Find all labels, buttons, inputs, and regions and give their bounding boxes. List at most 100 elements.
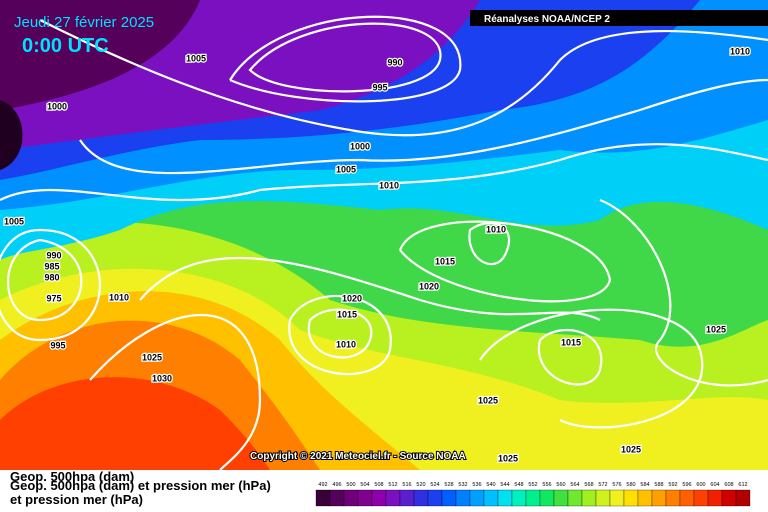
colorbar-label: 500	[346, 482, 355, 488]
colorbar-label: 612	[738, 482, 747, 488]
colorbar-swatch	[511, 489, 527, 507]
colorbar-label: 568	[584, 482, 593, 488]
legend-full: Geop. 500hpa (dam) et pression mer (hPa)	[10, 478, 271, 493]
colorbar-label: 540	[486, 482, 495, 488]
colorbar-label: 584	[640, 482, 649, 488]
colorbar-swatch	[553, 489, 569, 507]
source-banner	[470, 10, 768, 26]
colorbar-label: 580	[626, 482, 635, 488]
colorbar-label: 496	[332, 482, 341, 488]
colorbar-label: 536	[472, 482, 481, 488]
colorbar-swatch	[707, 489, 723, 507]
isobar-label: 1025	[142, 352, 162, 362]
colorbar-label: 552	[528, 482, 537, 488]
colorbar-label: 600	[696, 482, 705, 488]
field-band	[0, 377, 270, 470]
colorbar-label: 524	[430, 482, 439, 488]
time-text: 0:00 UTC	[22, 35, 109, 57]
colorbar-swatch	[679, 489, 695, 507]
isobar-label: 1005	[4, 216, 24, 226]
colorbar-swatch	[651, 489, 667, 507]
colorbar-label: 508	[374, 482, 383, 488]
colorbar-swatch	[595, 489, 611, 507]
isobar-label: 995	[372, 82, 387, 92]
field-band	[330, 0, 450, 45]
colorbar-swatch	[609, 489, 625, 507]
isobar-label: 990	[387, 57, 402, 67]
colorbar-swatch	[371, 489, 387, 507]
isobars	[0, 15, 768, 471]
colorbar-label: 556	[542, 482, 551, 488]
colorbar-label: 596	[682, 482, 691, 488]
colorbar-swatch	[441, 489, 457, 507]
isobar-label: 1025	[621, 444, 641, 454]
colorbar-swatch	[735, 489, 751, 507]
colorbar-label: 528	[444, 482, 453, 488]
isobar-label: 1005	[336, 164, 356, 174]
field-band	[0, 100, 23, 170]
colorbar-label: 492	[318, 482, 327, 488]
isobar-label: 1000	[350, 141, 370, 151]
colorbar-swatch	[357, 489, 373, 507]
colorbar-swatch	[665, 489, 681, 507]
colorbar-label: 588	[654, 482, 663, 488]
legend-title: Geop. 500hpa (dam)	[10, 469, 134, 484]
isobar-label: 1025	[706, 324, 726, 334]
isobar-label: 990	[46, 250, 61, 260]
colorbar-label: 512	[388, 482, 397, 488]
colorbar-label: 544	[500, 482, 509, 488]
colorbar-swatch	[525, 489, 541, 507]
colorbar-swatch	[623, 489, 639, 507]
colorbar-swatch	[385, 489, 401, 507]
isobar-label: 980	[44, 272, 59, 282]
colorbar-swatch	[315, 489, 331, 507]
date-text: Jeudi 27 février 2025	[14, 14, 154, 31]
colorbar-label: 576	[612, 482, 621, 488]
copyright: Copyright © 2021 Meteociel.fr - Source N…	[250, 451, 466, 462]
colorbar-label: 604	[710, 482, 719, 488]
colorbar-swatch	[497, 489, 513, 507]
colorbar-swatch	[469, 489, 485, 507]
isobar-labels: 1005 990995100010001005101010101005990985…	[3, 45, 752, 465]
legend-line2: et pression mer (hPa)	[10, 492, 143, 507]
colorbar-label: 572	[598, 482, 607, 488]
isobar-label: 995	[50, 340, 65, 350]
colorbar-swatch	[343, 489, 359, 507]
isobar-label: 1025	[498, 453, 518, 463]
colorbar-label: 532	[458, 482, 467, 488]
colorbar: 492 496 500 504 508 512 516 520 524 528 532 536 540 5…	[315, 482, 751, 507]
isobar-label: 1010	[379, 180, 399, 190]
isobar-label: 1025	[478, 395, 498, 405]
isobar-label: 1010	[486, 224, 506, 234]
colorbar-label: 564	[570, 482, 579, 488]
colorbar-swatch	[455, 489, 471, 507]
colorbar-swatch	[399, 489, 415, 507]
colorbar-swatch	[413, 489, 429, 507]
colorbar-label: 608	[724, 482, 733, 488]
colorbar-swatch	[637, 489, 653, 507]
isobar-label: 1020	[419, 281, 439, 291]
isobar-label: 1010	[730, 46, 750, 56]
isobar-label: 1020	[342, 293, 362, 303]
isobar-label: 985	[44, 261, 59, 271]
isobar-label: 1030	[152, 373, 172, 383]
colorbar-swatch	[721, 489, 737, 507]
isobar-label: 1010	[336, 339, 356, 349]
isobar-label: 1015	[435, 256, 455, 266]
colorbar-label: 592	[668, 482, 677, 488]
isobar-label: 1015	[561, 337, 581, 347]
field-band	[0, 0, 200, 110]
colorbar-label: 560	[556, 482, 565, 488]
colorbar-swatch	[329, 489, 345, 507]
colorbar-swatch	[483, 489, 499, 507]
colorbar-swatch	[693, 489, 709, 507]
colorbar-label: 520	[416, 482, 425, 488]
colorbar-label: 516	[402, 482, 411, 488]
isobar-label: 975	[46, 293, 61, 303]
colorbar-swatch	[539, 489, 555, 507]
colorbar-swatch	[567, 489, 583, 507]
colorbar-label: 548	[514, 482, 523, 488]
isobar-label: 1015	[337, 309, 357, 319]
